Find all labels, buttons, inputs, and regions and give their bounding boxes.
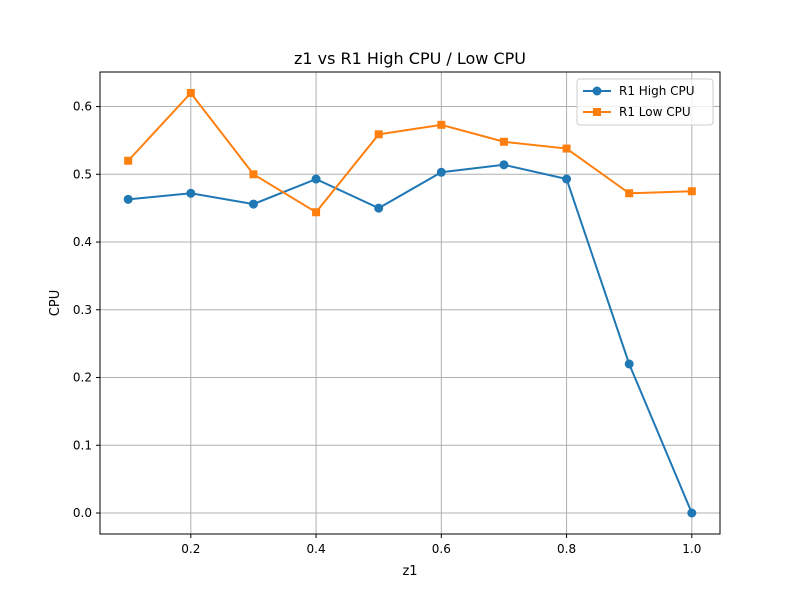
legend-marker: [593, 108, 601, 116]
data-point: [562, 144, 571, 153]
x-tick-label: 1.0: [682, 542, 701, 556]
y-tick-label: 0.1: [73, 438, 92, 452]
data-point: [499, 137, 508, 146]
series-line: [128, 163, 693, 514]
x-tick-label: 0.8: [557, 542, 576, 556]
data-point: [374, 130, 383, 139]
axis-ticks: 0.2 0.4 0.6 0.8 1.0 0.0 0.1 0.2 0.3 0.4 0.5 0.6: [73, 100, 701, 556]
data-point: [123, 194, 133, 204]
data-point: [436, 167, 446, 177]
legend-label: R1 High CPU: [619, 84, 695, 98]
y-axis-label: CPU: [48, 290, 63, 316]
y-tick-label: 0.4: [73, 235, 92, 249]
plot-frame: [99, 71, 721, 535]
grid-lines: [100, 72, 720, 534]
data-point: [311, 174, 321, 184]
data-point: [186, 188, 196, 198]
legend-label: R1 Low CPU: [619, 105, 691, 119]
y-tick-label: 0.3: [73, 303, 92, 317]
data-point: [249, 170, 258, 179]
data-point: [312, 208, 321, 217]
series-layer: [123, 89, 697, 518]
data-point: [437, 120, 446, 129]
y-tick-label: 0.2: [73, 371, 92, 385]
y-tick-label: 0.5: [73, 167, 92, 181]
y-tick-label: 0.6: [73, 100, 92, 114]
x-axis-label: z1: [402, 564, 417, 579]
data-point: [124, 156, 133, 165]
y-tick-label: 0.0: [73, 506, 92, 520]
data-point: [687, 187, 696, 196]
data-point: [186, 89, 195, 97]
legend-marker: [592, 86, 602, 96]
data-point: [248, 199, 258, 209]
legend: R1 High CPU R1 Low CPU: [576, 78, 714, 126]
series-line: [127, 91, 692, 214]
data-point: [687, 508, 697, 518]
x-tick-label: 0.6: [432, 542, 451, 556]
data-point: [374, 203, 384, 213]
chart-title: z1 vs R1 High CPU / Low CPU: [294, 49, 526, 68]
data-point: [499, 160, 509, 170]
data-point: [625, 189, 634, 198]
x-tick-label: 0.4: [307, 542, 326, 556]
data-point: [624, 359, 634, 369]
x-tick-label: 0.2: [181, 542, 200, 556]
data-point: [562, 174, 572, 184]
